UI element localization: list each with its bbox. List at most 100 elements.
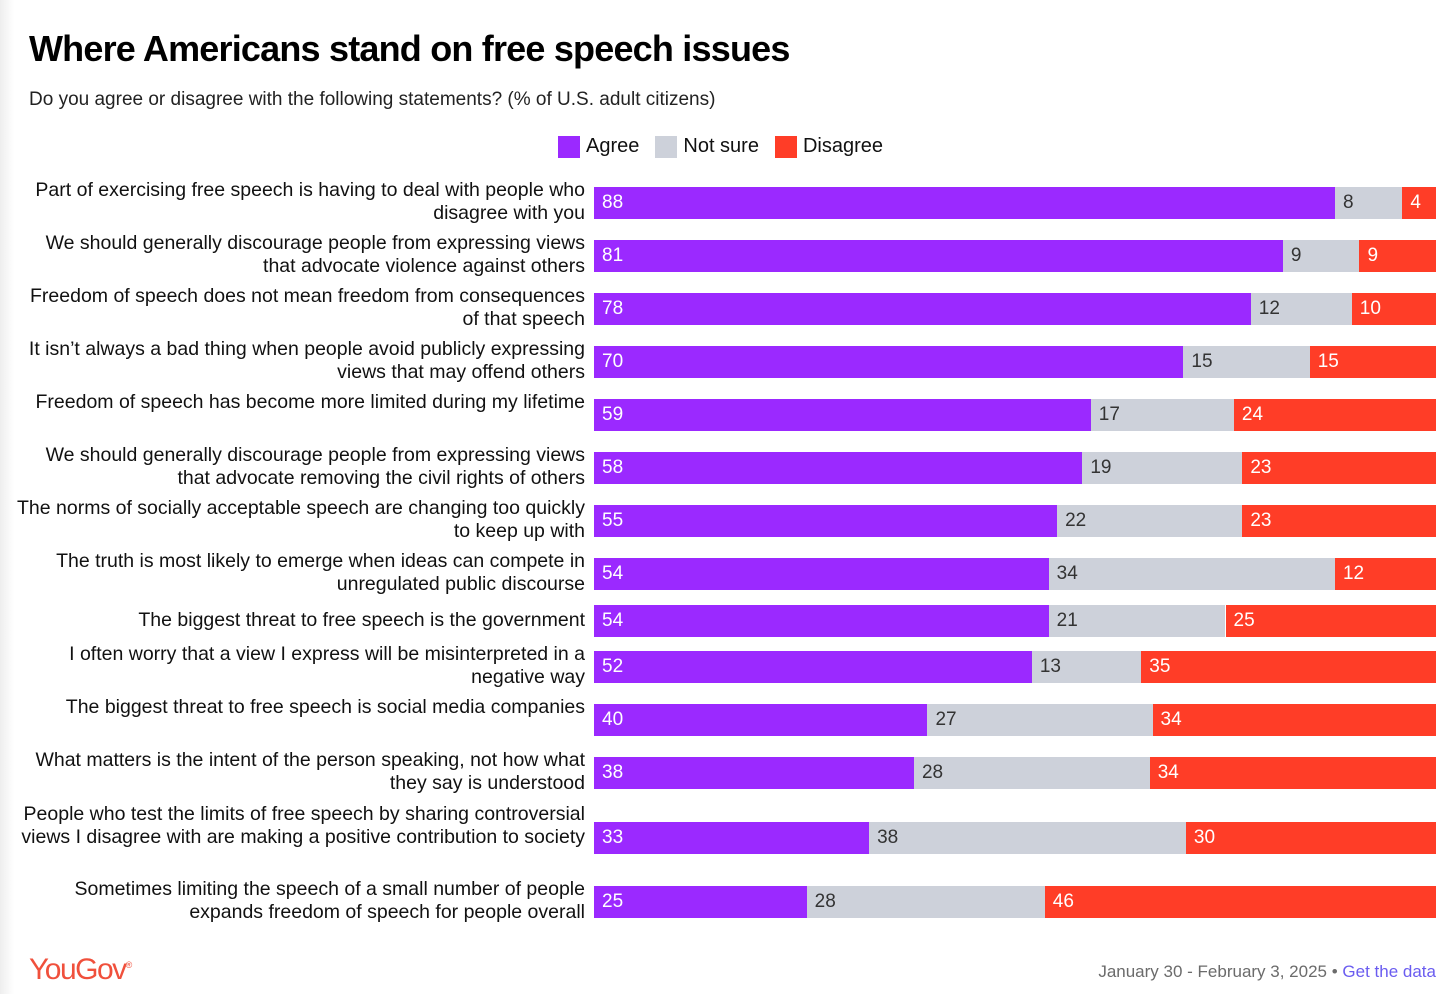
logo-text: YouGov [29, 953, 127, 986]
data-label-not-sure: 22 [1065, 510, 1087, 531]
category-label: What matters is the intent of the person… [35, 749, 585, 794]
bar-agree: 55 [594, 505, 1058, 537]
category-label: It isn’t always a bad thing when people … [28, 338, 585, 383]
bar-not-sure: 13 [1031, 651, 1142, 683]
category-label: We should generally discourage people fr… [45, 232, 585, 277]
legend-item-agree: Agree [558, 135, 639, 158]
data-label-agree: 38 [602, 762, 624, 783]
data-label-disagree: 24 [1241, 404, 1264, 425]
separator: • [1331, 962, 1338, 981]
data-label-not-sure: 19 [1090, 457, 1112, 478]
bar-agree: 54 [594, 558, 1049, 590]
bar-disagree: 25 [1225, 605, 1436, 637]
data-label-not-sure: 38 [877, 827, 899, 848]
data-label-not-sure: 9 [1290, 245, 1302, 266]
data-label-disagree: 23 [1250, 457, 1272, 478]
data-label-disagree: 34 [1157, 762, 1179, 783]
data-label-disagree: 10 [1359, 298, 1381, 319]
bar-disagree: 46 [1044, 886, 1436, 918]
category-label: Part of exercising free speech is having… [35, 179, 585, 224]
data-label-disagree: 25 [1233, 610, 1255, 631]
bar-not-sure: 15 [1183, 346, 1310, 378]
bar-agree: 38 [594, 757, 914, 789]
bar-not-sure: 27 [927, 704, 1153, 736]
data-label-agree: 81 [602, 245, 624, 266]
bar-agree: 52 [594, 651, 1032, 683]
bar-disagree: 4 [1402, 187, 1436, 219]
bar-agree: 25 [594, 886, 807, 918]
bar-agree: 59 [594, 399, 1091, 431]
bar-not-sure: 17 [1090, 399, 1234, 431]
legend-item-disagree: Disagree [774, 135, 884, 158]
bar-agree: 33 [594, 822, 870, 854]
data-label-not-sure: 28 [814, 891, 836, 912]
category-label: Freedom of speech has become more limite… [35, 391, 586, 413]
bar-not-sure: 38 [869, 822, 1186, 854]
survey-date: January 30 - February 3, 2025 [1098, 962, 1327, 981]
category-label: I often worry that a view I express will… [69, 643, 585, 688]
bar-agree: 58 [594, 452, 1083, 484]
bar-not-sure: 34 [1048, 558, 1335, 590]
bar-agree: 81 [594, 240, 1283, 272]
data-label-disagree: 23 [1250, 510, 1272, 531]
data-label-agree: 54 [602, 610, 624, 631]
bar-disagree: 9 [1359, 240, 1436, 272]
chart-title: Where Americans stand on free speech iss… [29, 28, 790, 69]
data-label-agree: 25 [602, 891, 624, 912]
legend-label: Disagree [802, 135, 884, 157]
yougov-logo: YouGov® [29, 953, 133, 986]
data-label-agree: 88 [602, 192, 624, 213]
data-label-not-sure: 27 [935, 709, 957, 730]
bar-agree: 88 [594, 187, 1335, 219]
data-label-not-sure: 34 [1056, 563, 1078, 584]
category-label: The biggest threat to free speech is soc… [65, 696, 585, 718]
data-label-agree: 59 [602, 404, 624, 425]
data-label-disagree: 12 [1342, 563, 1365, 584]
data-label-agree: 70 [602, 351, 624, 372]
get-the-data-link[interactable]: Get the data [1342, 962, 1436, 981]
bar-disagree: 10 [1351, 293, 1436, 325]
category-label: The norms of socially acceptable speech … [17, 497, 585, 542]
data-label-disagree: 35 [1149, 656, 1171, 677]
data-label-agree: 33 [602, 827, 624, 848]
bar-disagree: 23 [1242, 452, 1436, 484]
data-label-not-sure: 17 [1098, 404, 1120, 425]
data-label-disagree: 34 [1160, 709, 1182, 730]
bar-disagree: 15 [1309, 346, 1436, 378]
bar-not-sure: 9 [1282, 240, 1360, 272]
bar-not-sure: 28 [913, 757, 1150, 789]
legend-swatch-disagree [774, 135, 797, 158]
bar-disagree: 34 [1152, 704, 1436, 736]
bar-disagree: 35 [1141, 651, 1436, 683]
data-label-not-sure: 12 [1258, 298, 1280, 319]
page-edge-shadow [0, 0, 14, 994]
bar-not-sure: 22 [1057, 505, 1243, 537]
data-label-agree: 40 [602, 709, 624, 730]
data-label-disagree: 15 [1317, 351, 1339, 372]
category-label: The truth is most likely to emerge when … [56, 550, 585, 595]
bar-agree: 70 [594, 346, 1184, 378]
bar-disagree: 24 [1233, 399, 1436, 431]
category-label: Freedom of speech does not mean freedom … [30, 285, 585, 330]
data-label-not-sure: 8 [1342, 192, 1354, 213]
bar-not-sure: 19 [1082, 452, 1243, 484]
bar-agree: 40 [594, 704, 928, 736]
data-label-disagree: 9 [1367, 245, 1379, 266]
chart-subtitle: Do you agree or disagree with the follow… [29, 89, 716, 110]
bar-not-sure: 21 [1048, 605, 1226, 637]
bar-agree: 78 [594, 293, 1251, 325]
legend-swatch-agree [558, 135, 580, 158]
bar-not-sure: 12 [1250, 293, 1352, 325]
legend: Agree Not sure Disagree [558, 135, 883, 158]
bar-disagree: 23 [1242, 505, 1436, 537]
bar-not-sure: 28 [806, 886, 1045, 918]
data-label-disagree: 4 [1410, 192, 1421, 213]
legend-label: Not sure [683, 135, 759, 157]
data-label-disagree: 30 [1193, 827, 1216, 848]
bar-not-sure: 8 [1334, 187, 1403, 219]
data-label-agree: 58 [602, 457, 624, 478]
data-label-agree: 54 [602, 563, 624, 584]
bar-disagree: 30 [1185, 822, 1436, 854]
category-label: We should generally discourage people fr… [45, 444, 585, 489]
legend-swatch-not-sure [655, 135, 678, 158]
